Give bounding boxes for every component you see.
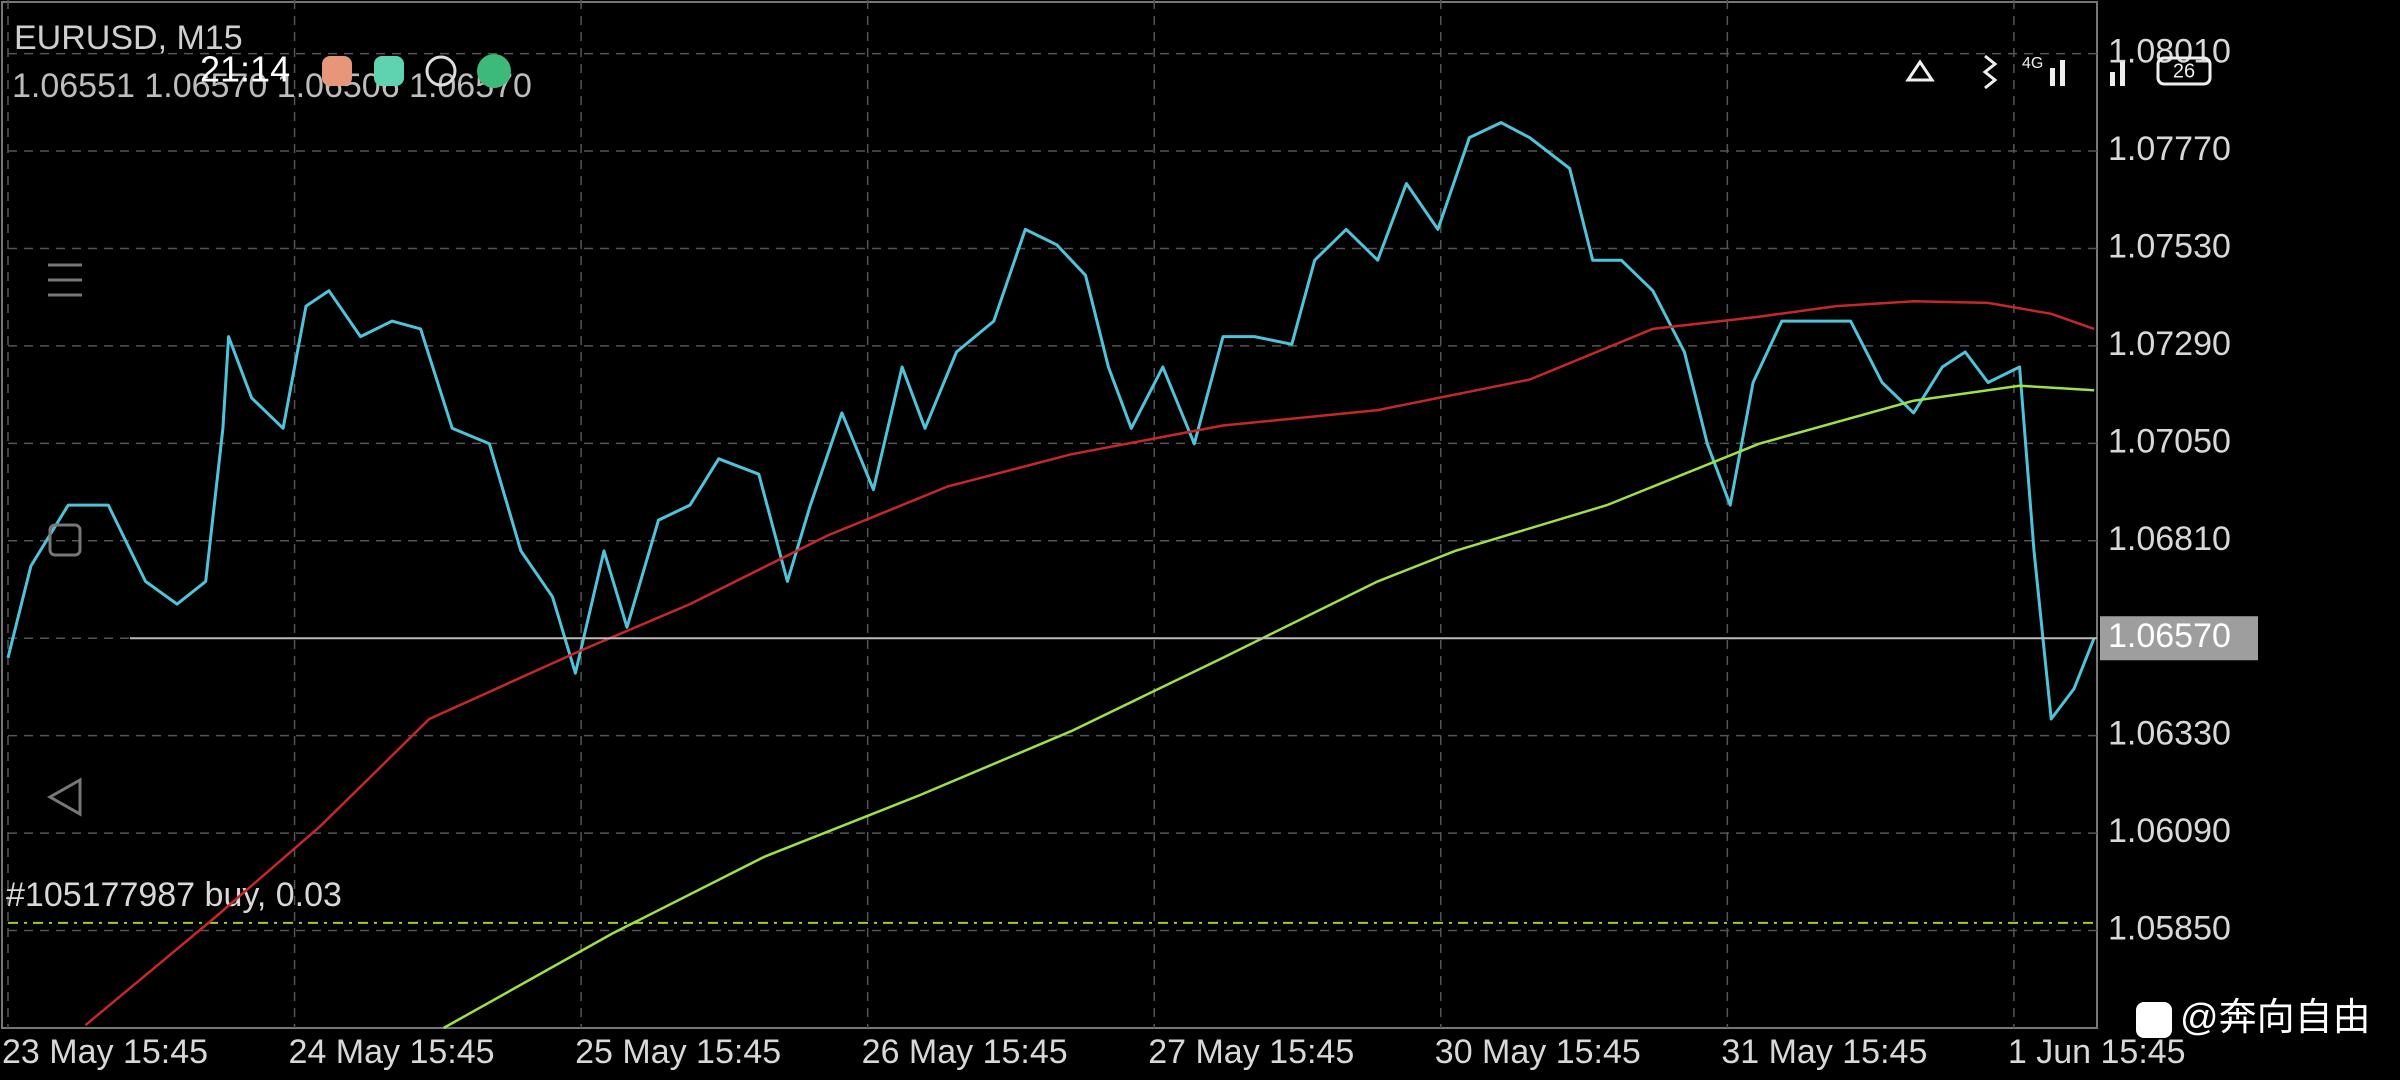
- signal-bar: [2110, 72, 2115, 86]
- plot-layer: 1.08010 1.07770 1.07530 1.07290 1.07050 1.068…: [2, 0, 2258, 1071]
- series-line: [84, 300, 2095, 1027]
- y-tick-label: 1.06090: [2108, 812, 2231, 850]
- battery: [2156, 56, 2212, 86]
- signal-bar: [2050, 68, 2055, 86]
- y-tick-label: 1.07530: [2108, 227, 2231, 265]
- flight-icon: [477, 54, 511, 88]
- current-price-box: [2100, 616, 2258, 661]
- x-tick-label: 30 May 15:45: [1435, 1033, 1641, 1071]
- bluetooth-icon: [1982, 54, 1998, 90]
- back-button[interactable]: [46, 777, 82, 817]
- chat-icon: [425, 55, 457, 87]
- mute-icon: [1905, 59, 1935, 82]
- series-line: [442, 384, 2095, 1030]
- y-tick-label: 1.07050: [2108, 422, 2231, 460]
- y-tick-label: 1.07290: [2108, 325, 2231, 363]
- signal-bar: [2060, 60, 2065, 86]
- side-nav: [46, 263, 82, 817]
- menu-button[interactable]: [48, 263, 82, 297]
- y-tick-label: 1.07770: [2108, 130, 2231, 168]
- x-tick-label: 25 May 15:45: [575, 1033, 781, 1071]
- network-label: 4G: [2022, 55, 2043, 72]
- health-icon: [322, 56, 352, 86]
- ohlc-values: 1.06551 1.06570 1.06506 1.06570: [12, 67, 532, 105]
- x-tick-label: 31 May 15:45: [1721, 1033, 1927, 1071]
- watermark: @奔向自由: [2136, 997, 2371, 1039]
- x-tick-label: 23 May 15:45: [2, 1033, 208, 1071]
- watermark-text: @奔向自由: [2180, 997, 2371, 1039]
- home-button[interactable]: [48, 523, 82, 557]
- plot-frame: [1, 1, 2098, 1029]
- status-time: 21:14: [200, 49, 290, 90]
- current-price-label: 1.06570: [2108, 617, 2231, 655]
- x-tick-label: 27 May 15:45: [1148, 1033, 1354, 1071]
- x-tick-label: 26 May 15:45: [862, 1033, 1068, 1071]
- y-tick-label: 1.05850: [2108, 910, 2231, 948]
- order-label: #105177987 buy, 0.03: [6, 876, 342, 914]
- x-tick-label: 24 May 15:45: [289, 1033, 495, 1071]
- x-tick-label: 1 Jun 15:45: [2008, 1033, 2186, 1071]
- battery-level: 26: [2173, 60, 2195, 82]
- app-icon: [374, 56, 404, 86]
- y-tick-label: 1.08010: [2108, 33, 2231, 71]
- signal-bar: [2120, 62, 2125, 86]
- y-tick-label: 1.06810: [2108, 520, 2231, 558]
- symbol-title: EURUSD, M15: [14, 19, 243, 57]
- series-line: [6, 121, 2096, 721]
- y-tick-label: 1.06330: [2108, 715, 2231, 753]
- status-icons: 4G 26: [322, 54, 2212, 90]
- watermark-logo: [2136, 1002, 2172, 1038]
